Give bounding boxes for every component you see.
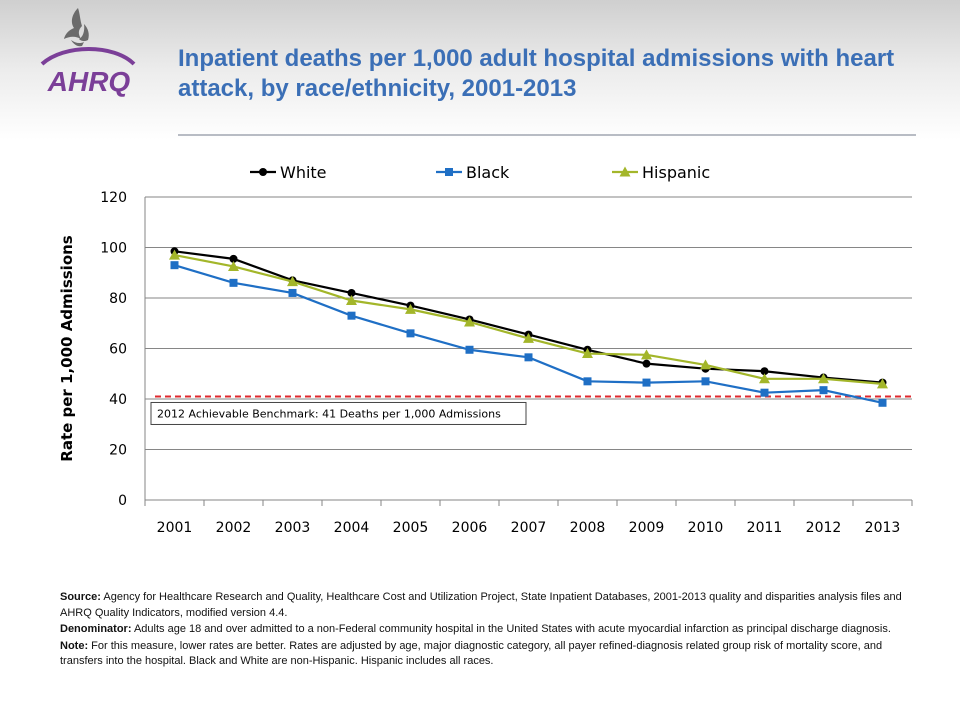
data-point-hispanic: [464, 316, 475, 327]
note-text: For this measure, lower rates are better…: [60, 639, 883, 668]
y-tick-label: 40: [109, 392, 127, 408]
data-point-white: [347, 288, 356, 297]
legend-label-black: Black: [466, 163, 510, 182]
benchmark-label-box: [150, 401, 527, 425]
y-axis-label: Rate per 1,000 Admissions: [58, 235, 76, 462]
data-point-black: [878, 398, 887, 407]
x-tick-label: 2004: [334, 520, 370, 536]
data-point-black: [819, 386, 828, 395]
legend-label-white: White: [280, 163, 327, 182]
source-label: Source:: [60, 591, 101, 603]
logo-text: AHRQ: [47, 66, 131, 97]
data-point-hispanic: [169, 249, 180, 260]
x-tick-label: 2005: [393, 520, 429, 536]
data-point-hispanic: [877, 378, 888, 389]
data-point-black: [288, 288, 297, 297]
data-point-hispanic: [287, 276, 298, 287]
x-tick-label: 2012: [806, 520, 842, 536]
data-point-hispanic: [228, 260, 239, 271]
x-tick-label: 2010: [688, 520, 724, 536]
data-point-hispanic: [523, 332, 534, 343]
legend-marker-white: [259, 168, 267, 176]
denominator-label: Denominator:: [60, 623, 132, 635]
ahrq-logo: AHRQ: [34, 4, 144, 99]
x-tick-label: 2002: [216, 520, 252, 536]
x-tick-label: 2011: [747, 520, 783, 536]
y-tick-label: 120: [100, 190, 127, 206]
data-point-white: [760, 367, 769, 376]
data-point-hispanic: [405, 303, 416, 314]
x-tick-label: 2009: [629, 520, 665, 536]
y-tick-labels: 0 20 40 60 80 100 120: [100, 190, 127, 509]
chart-notes: Source: Agency for Healthcare Research a…: [60, 590, 910, 671]
data-point-black: [229, 278, 238, 287]
data-point-black: [170, 261, 179, 270]
series-line-hispanic: [174, 253, 883, 385]
data-point-hispanic: [700, 359, 711, 370]
x-tick-label: 2007: [511, 520, 547, 536]
chart-gridlines: [145, 196, 912, 450]
x-tick-label: 2003: [275, 520, 311, 536]
legend-marker-hispanic: [619, 166, 631, 177]
page-title: Inpatient deaths per 1,000 adult hospita…: [178, 45, 895, 102]
data-point-black: [524, 353, 533, 362]
data-point-hispanic: [641, 349, 652, 360]
denominator-text: Adults age 18 and over admitted to a non…: [133, 623, 891, 635]
benchmark-label: 2012 Achievable Benchmark: 41 Deaths per…: [157, 407, 501, 420]
legend-item-black: Black: [436, 163, 510, 182]
data-point-hispanic: [346, 295, 357, 306]
legend-item-white: White: [250, 163, 327, 182]
chart-series: [169, 247, 888, 407]
x-tick-labels: 2001 2002 2003 2004 2005 2006 2007 2008 2009 2010…: [157, 520, 901, 536]
legend-item-hispanic: Hispanic: [612, 163, 710, 182]
source-note: Source: Agency for Healthcare Research a…: [60, 590, 910, 621]
note-note: Note: For this measure, lower rates are …: [60, 639, 910, 670]
y-tick-label: 20: [109, 443, 127, 459]
data-point-black: [465, 345, 474, 354]
title-divider: [178, 134, 916, 136]
chart-legend: White Black Hispanic: [250, 163, 710, 182]
legend-label-hispanic: Hispanic: [642, 163, 710, 182]
source-text: Agency for Healthcare Research and Quali…: [60, 591, 902, 619]
data-point-white: [229, 254, 238, 263]
chart-axes: [144, 197, 913, 506]
denominator-note: Denominator: Adults age 18 and over admi…: [60, 622, 910, 638]
hhs-eagle-icon: AHRQ: [40, 8, 136, 97]
series-white: [170, 247, 887, 387]
data-point-black: [760, 388, 769, 397]
note-label: Note:: [60, 639, 89, 652]
y-tick-label: 60: [109, 342, 127, 358]
data-point-black: [701, 377, 710, 386]
benchmark-group: 2012 Achievable Benchmark: 41 Deaths per…: [150, 395, 912, 425]
data-point-black: [583, 377, 592, 386]
data-point-hispanic: [759, 373, 770, 384]
data-point-white: [642, 359, 651, 368]
series-black: [170, 261, 887, 407]
x-tick-label: 2013: [865, 520, 901, 536]
data-point-hispanic: [582, 348, 593, 359]
x-tick-label: 2001: [157, 520, 193, 536]
y-tick-label: 100: [100, 241, 127, 257]
data-point-hispanic: [818, 373, 829, 384]
x-tick-label: 2008: [570, 520, 606, 536]
series-line-white: [174, 250, 883, 384]
series-hispanic: [169, 249, 888, 389]
data-point-black: [347, 311, 356, 320]
y-tick-label: 0: [118, 493, 127, 509]
data-point-black: [406, 329, 415, 338]
x-tick-label: 2006: [452, 520, 488, 536]
y-tick-label: 80: [109, 291, 127, 307]
data-point-black: [642, 378, 651, 387]
legend-marker-black: [445, 168, 453, 176]
